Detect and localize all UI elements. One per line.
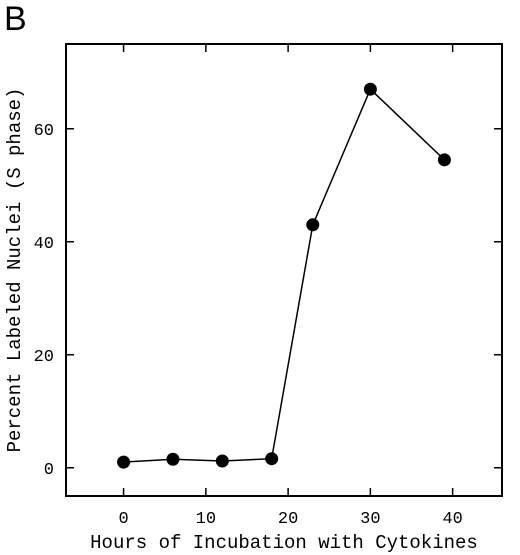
data-point	[215, 454, 229, 468]
x-tick-label: 0	[118, 510, 128, 529]
data-point	[166, 452, 180, 466]
series-layer	[117, 82, 451, 469]
y-tick-label: 40	[34, 235, 54, 254]
panel-letter: B	[4, 0, 27, 38]
plot-frame	[65, 43, 503, 497]
series-line	[123, 87, 445, 463]
axis-ticks: 0 10 20 30 40 0 20 40 60	[34, 44, 502, 529]
x-tick-label: 20	[278, 510, 298, 529]
x-tick-label: 30	[360, 510, 380, 529]
data-point	[363, 82, 377, 96]
data-point	[117, 455, 131, 469]
data-point	[265, 452, 279, 466]
data-point	[306, 218, 320, 232]
y-tick-label: 0	[44, 461, 54, 480]
x-tick-label: 40	[442, 510, 462, 529]
x-tick-label: 10	[196, 510, 216, 529]
y-axis-title: Percent Labeled Nuclei (S phase)	[4, 88, 26, 453]
x-axis-title: Hours of Incubation with Cytokines	[90, 532, 478, 554]
y-tick-label: 60	[34, 122, 54, 141]
data-point	[437, 153, 451, 167]
y-tick-label: 20	[34, 348, 54, 367]
